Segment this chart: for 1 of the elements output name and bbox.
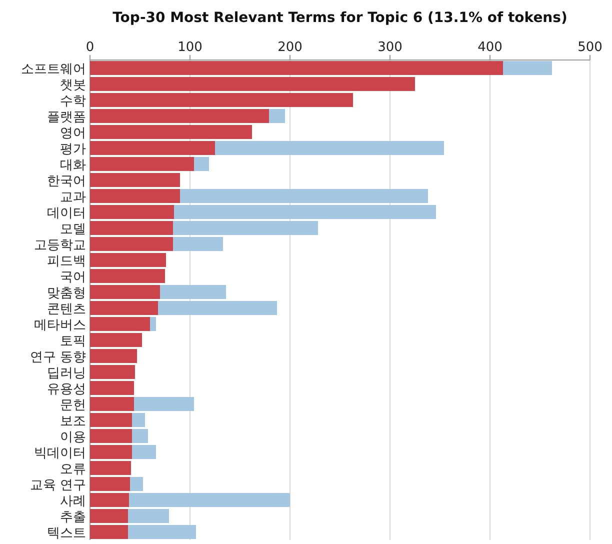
title: Top-30 Most Relevant Terms for Topic 6 (13.1% of tokens): [112, 10, 568, 26]
